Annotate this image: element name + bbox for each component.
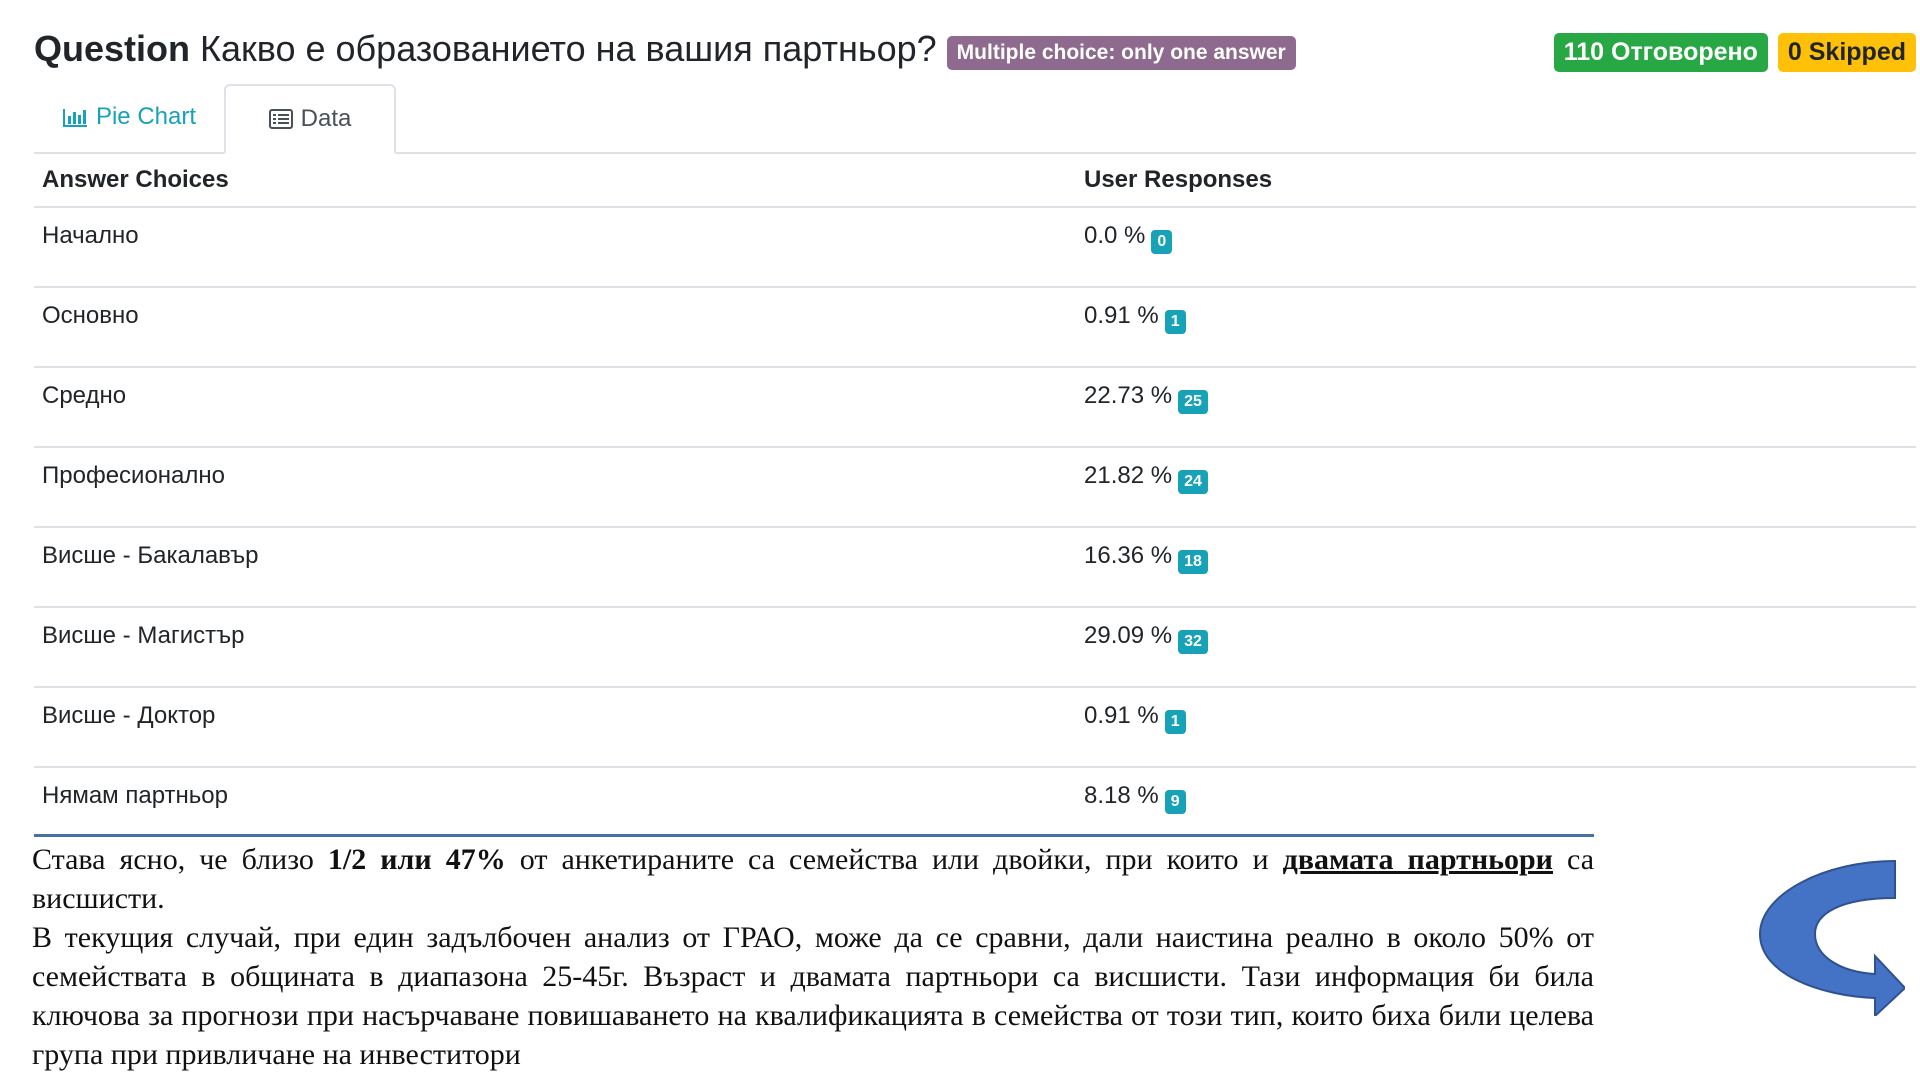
user-response: 22.73 % 25	[1076, 367, 1916, 448]
question-type-badge: Multiple choice: only one answer	[946, 36, 1296, 70]
answer-choice: Висше - Доктор	[34, 687, 1076, 768]
response-percent: 29.09 %	[1084, 622, 1173, 649]
response-percent: 16.36 %	[1084, 542, 1173, 569]
table-row: Нямам партньор 8.18 % 9	[34, 767, 1916, 839]
response-count-badge: 18	[1178, 550, 1208, 574]
table-row: Висше - Доктор 0.91 % 1	[34, 687, 1916, 768]
answer-choice: Нямам партньор	[42, 782, 228, 809]
table-row: Висше - Бакалавър 16.36 % 18	[34, 527, 1916, 608]
answer-choice: Начално	[34, 207, 1076, 288]
tab-data-label: Data	[300, 105, 352, 132]
commentary-paragraph-1: Става ясно, че близо 1/2 или 47% от анке…	[32, 840, 1594, 918]
table-row: Висше - Магистър 29.09 % 32	[34, 607, 1916, 688]
response-percent: 22.73 %	[1084, 382, 1173, 409]
user-response: 21.82 % 24	[1076, 447, 1916, 528]
table-row: Средно 22.73 % 25	[34, 367, 1916, 448]
response-count-badge: 1	[1164, 710, 1186, 734]
user-response: 0.0 % 0	[1076, 207, 1916, 288]
view-tabs: Pie Chart Data	[34, 84, 1916, 154]
divider-line	[34, 834, 1594, 837]
tab-pie-chart-label: Pie Chart	[95, 103, 197, 130]
answered-count-badge: 110 Отговорено	[1553, 33, 1768, 72]
user-response: 29.09 % 32	[1076, 607, 1916, 688]
user-response: 8.18 % 9	[1076, 767, 1916, 839]
tab-pie-chart[interactable]: Pie Chart	[34, 84, 224, 150]
skipped-count-badge: 0 Skipped	[1777, 33, 1916, 72]
response-count-badge: 1	[1164, 310, 1186, 334]
response-count-badge: 32	[1178, 630, 1208, 654]
table-row: Професионално 21.82 % 24	[34, 447, 1916, 528]
commentary-underlined-text: двамата партньори	[1282, 843, 1553, 876]
user-response: 0.91 % 1	[1076, 687, 1916, 768]
answer-choice: Основно	[34, 287, 1076, 368]
response-percent: 21.82 %	[1084, 462, 1173, 489]
commentary-text-run: са висшисти.	[32, 843, 1595, 915]
bar-chart-icon	[62, 109, 87, 127]
response-percent: 0.91 %	[1084, 302, 1159, 329]
response-count-badge: 9	[1164, 790, 1186, 814]
list-icon	[268, 109, 293, 129]
question-header: Question Какво е образованието на вашия …	[34, 26, 1296, 72]
question-label: Question	[34, 28, 191, 69]
answer-choice: Професионално	[34, 447, 1076, 528]
table-header-row: Answer Choices User Responses	[34, 154, 1916, 208]
response-count-badge: 0	[1151, 230, 1173, 254]
answer-choice: Висше - Магистър	[34, 607, 1076, 688]
commentary-text-run: Става ясно, че близо	[32, 843, 328, 876]
response-percent: 8.18 %	[1084, 782, 1159, 809]
tab-data[interactable]: Data	[224, 84, 396, 154]
answer-choice: Висше - Бакалавър	[34, 527, 1076, 608]
responses-table: Answer Choices User Responses Начално 0.…	[34, 154, 1916, 839]
question-text: Какво е образованието на вашия партньор?	[200, 28, 937, 69]
commentary-paragraph-2: В текущия случай, при един задълбочен ан…	[32, 921, 1594, 1071]
response-count-badge: 24	[1178, 470, 1208, 494]
response-count-badge: 25	[1178, 390, 1208, 414]
header-answer-choices: Answer Choices	[34, 154, 1076, 208]
commentary-text-run: от анкетираните са семейства или двойки,…	[505, 843, 1283, 876]
table-row: Основно 0.91 % 1	[34, 287, 1916, 368]
user-response: 16.36 % 18	[1076, 527, 1916, 608]
response-percent: 0.0 %	[1084, 222, 1146, 249]
curved-arrow-icon	[1758, 859, 1905, 1016]
answer-choice: Средно	[34, 367, 1076, 448]
response-stats: 110 Отговорено 0 Skipped	[1553, 33, 1916, 72]
user-response: 0.91 % 1	[1076, 287, 1916, 368]
response-percent: 0.91 %	[1084, 702, 1159, 729]
header-user-responses: User Responses	[1076, 154, 1916, 208]
commentary-bold-text: 1/2 или 47%	[327, 843, 506, 876]
commentary-text: Става ясно, че близо 1/2 или 47% от анке…	[32, 840, 1594, 1074]
table-row: Начално 0.0 % 0	[34, 207, 1916, 288]
